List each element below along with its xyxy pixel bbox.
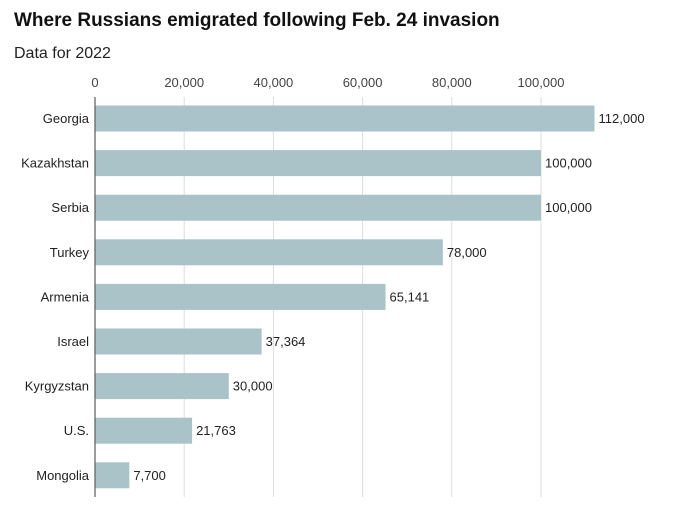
category-label: Kyrgyzstan: [25, 379, 89, 394]
chart-subtitle: Data for 2022: [14, 45, 111, 62]
category-label: Mongolia: [36, 468, 90, 483]
category-label: Kazakhstan: [21, 156, 89, 171]
x-tick-label: 20,000: [164, 75, 204, 90]
value-label: 30,000: [233, 379, 273, 394]
bar: [95, 462, 130, 489]
category-label: Israel: [57, 334, 89, 349]
value-label: 112,000: [599, 111, 645, 126]
x-tick-label: 40,000: [254, 75, 294, 90]
value-label: 100,000: [545, 156, 592, 171]
x-tick-label: 80,000: [432, 75, 472, 90]
category-label: Turkey: [50, 245, 90, 260]
category-label: U.S.: [64, 423, 89, 438]
x-tick-label: 60,000: [343, 75, 383, 90]
bar: [95, 417, 193, 444]
bar: [95, 150, 541, 177]
category-label: Armenia: [41, 289, 90, 304]
bar: [95, 283, 386, 310]
value-label: 7,700: [133, 468, 166, 483]
bar: [95, 105, 595, 132]
bar: [95, 373, 229, 400]
bar: [95, 239, 443, 266]
value-label: 37,364: [266, 334, 306, 349]
category-label: Serbia: [51, 200, 89, 215]
value-label: 65,141: [390, 289, 430, 304]
chart-title: Where Russians emigrated following Feb. …: [14, 10, 500, 31]
x-tick-label: 100,000: [518, 75, 565, 90]
bar: [95, 194, 541, 221]
value-label: 78,000: [447, 245, 487, 260]
category-label: Georgia: [43, 111, 90, 126]
value-label: 21,763: [196, 423, 236, 438]
x-tick-label: 0: [91, 75, 98, 90]
bar: [95, 328, 262, 355]
value-label: 100,000: [545, 200, 592, 215]
